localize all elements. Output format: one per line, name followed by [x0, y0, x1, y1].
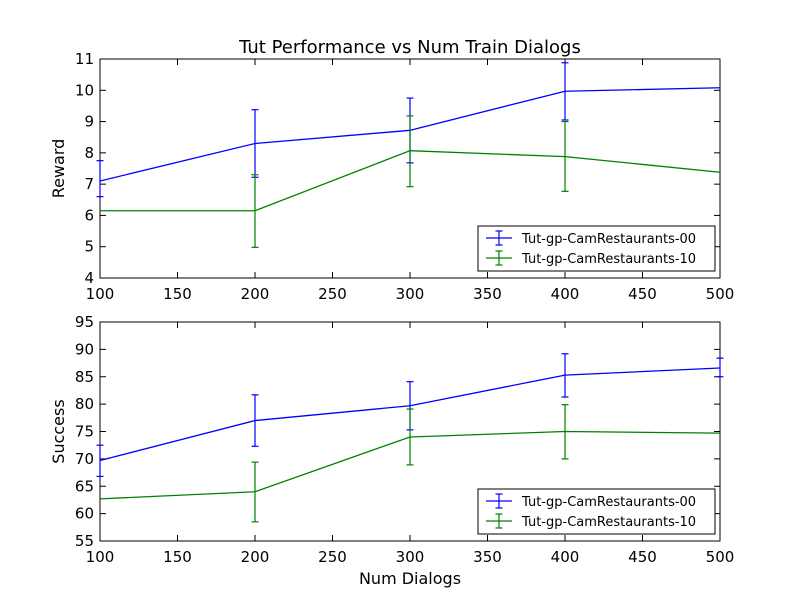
y-tick-label: 6 [84, 206, 94, 224]
legend-item: Tut-gp-CamRestaurants-10 [486, 250, 696, 267]
error-bar [561, 62, 569, 121]
y-axis-label: Reward [49, 139, 68, 199]
reward-panel: 100 150 200 250 300 350 400 450 500 4 5 6 7 8 9 10 11 Rew… [49, 50, 734, 303]
legend-item: Tut-gp-CamRestaurants-00 [486, 230, 696, 247]
legend-label: Tut-gp-CamRestaurants-10 [521, 252, 696, 267]
x-axis-label: Num Dialogs [359, 569, 461, 588]
error-bar [96, 444, 104, 477]
x-tick-label: 250 [318, 548, 347, 566]
x-tick-label: 100 [86, 285, 115, 303]
y-tick-label: 80 [75, 395, 94, 413]
y-tick-label: 55 [75, 532, 94, 550]
x-tick-label: 150 [163, 285, 192, 303]
y-tick-label: 60 [75, 505, 94, 523]
error-bar [561, 120, 569, 192]
legend-box [477, 488, 716, 535]
error-bar [406, 408, 414, 466]
x-tick-label: 400 [551, 285, 580, 303]
error-bar [251, 394, 259, 447]
y-tick-label: 75 [75, 423, 94, 441]
x-tick-label: 150 [163, 548, 192, 566]
success-panel: 100 150 200 250 300 350 400 450 500 55 60 65 70 75 80 8… [49, 313, 734, 566]
y-tick-label: 5 [84, 238, 94, 256]
y-tick-label: 95 [75, 313, 94, 331]
x-tick-label: 350 [473, 285, 502, 303]
x-tick-label: 250 [318, 285, 347, 303]
error-bar [561, 404, 569, 460]
chart-title: Tut Performance vs Num Train Dialogs [238, 37, 581, 58]
legend-item: Tut-gp-CamRestaurants-10 [486, 513, 696, 530]
x-tick-label: 450 [628, 285, 657, 303]
legend-label: Tut-gp-CamRestaurants-10 [521, 515, 696, 530]
y-axis-label: Success [49, 399, 68, 463]
error-bar [251, 174, 259, 248]
error-bar [406, 115, 414, 188]
y-tick-label: 4 [84, 269, 94, 287]
legend-box [477, 225, 716, 272]
error-bar [251, 461, 259, 523]
y-tick-label: 65 [75, 477, 94, 495]
x-tick-label: 300 [396, 548, 425, 566]
error-bar [716, 357, 724, 378]
x-tick-label: 200 [241, 285, 270, 303]
x-tick-label: 500 [706, 548, 735, 566]
y-tick-label: 7 [84, 175, 94, 193]
x-tick-label: 200 [241, 548, 270, 566]
y-tick-label: 11 [75, 50, 94, 68]
x-tick-label: 500 [706, 285, 735, 303]
x-tick-label: 400 [551, 548, 580, 566]
x-tick-label: 300 [396, 285, 425, 303]
legend: Tut-gp-CamRestaurants-00 Tut-gp-CamRestau… [477, 488, 716, 535]
y-tick-label: 70 [75, 450, 94, 468]
legend-label: Tut-gp-CamRestaurants-00 [521, 495, 696, 510]
y-tick-label: 8 [84, 144, 94, 162]
error-bar [96, 160, 104, 198]
legend-label: Tut-gp-CamRestaurants-00 [521, 232, 696, 247]
legend: Tut-gp-CamRestaurants-00 Tut-gp-CamRestau… [477, 225, 716, 272]
x-tick-label: 450 [628, 548, 657, 566]
y-tick-label: 9 [84, 113, 94, 131]
y-tick-label: 85 [75, 368, 94, 386]
error-bar [561, 353, 569, 398]
y-tick-label: 10 [75, 81, 94, 99]
legend-item: Tut-gp-CamRestaurants-00 [486, 493, 696, 510]
y-tick-label: 90 [75, 340, 94, 358]
x-tick-label: 100 [86, 548, 115, 566]
x-tick-label: 350 [473, 548, 502, 566]
